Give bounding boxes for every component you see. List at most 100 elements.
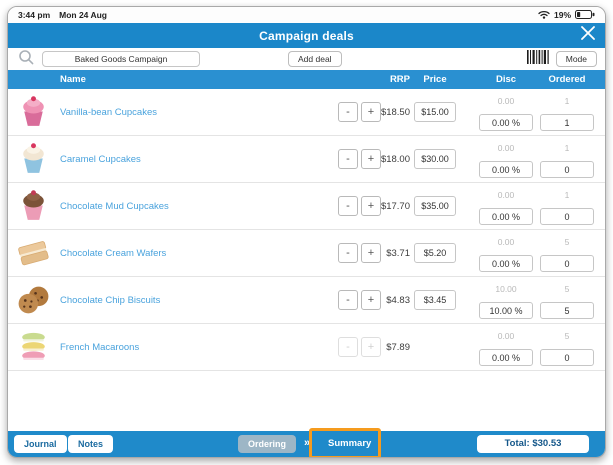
journal-button[interactable]: Journal bbox=[14, 435, 67, 453]
column-header-rrp: RRP bbox=[389, 74, 410, 85]
ordered-input[interactable] bbox=[540, 114, 594, 131]
ordered-input[interactable] bbox=[540, 161, 594, 178]
quantity-stepper: - + bbox=[338, 102, 381, 122]
disc-original-value: 0.00 bbox=[497, 96, 515, 106]
rrp-value: $18.00 bbox=[380, 154, 410, 165]
toolbar: Add deal Mode bbox=[8, 48, 605, 70]
ordered-input[interactable] bbox=[540, 208, 594, 225]
battery-icon bbox=[575, 9, 595, 21]
price-input[interactable] bbox=[414, 243, 456, 263]
ordered-original-value: 1 bbox=[564, 190, 570, 200]
status-bar: 3:44 pm Mon 24 Aug 19% bbox=[8, 7, 605, 23]
ordered-original-value: 5 bbox=[564, 331, 570, 341]
table-row: Chocolate Mud Cupcakes - + $17.70 0.00 1 bbox=[8, 183, 605, 230]
close-icon bbox=[580, 26, 595, 45]
decrease-button[interactable]: - bbox=[338, 102, 358, 122]
total-value: Total: $30.53 bbox=[477, 435, 589, 453]
tab-summary[interactable]: Summary bbox=[320, 435, 379, 453]
table-row: Chocolate Chip Biscuits - + $4.83 10.00 … bbox=[8, 277, 605, 324]
rrp-value: $3.71 bbox=[386, 248, 410, 259]
disc-original-value: 0.00 bbox=[497, 237, 515, 247]
ordered-input[interactable] bbox=[540, 255, 594, 272]
wifi-icon bbox=[538, 9, 550, 21]
column-header-ordered: Ordered bbox=[548, 74, 586, 85]
increase-button[interactable]: + bbox=[361, 243, 381, 263]
disc-input[interactable] bbox=[479, 255, 533, 272]
status-right: 19% bbox=[538, 9, 595, 21]
disc-input[interactable] bbox=[479, 114, 533, 131]
disc-input[interactable] bbox=[479, 349, 533, 366]
product-image-wafer bbox=[15, 235, 52, 272]
price-input[interactable] bbox=[414, 196, 456, 216]
increase-button[interactable]: + bbox=[361, 290, 381, 310]
toolbar-right: Mode bbox=[526, 49, 605, 69]
quantity-stepper: - + bbox=[338, 149, 381, 169]
search-icon[interactable] bbox=[18, 49, 34, 70]
tab-ordering[interactable]: Ordering bbox=[238, 435, 296, 453]
product-name[interactable]: Vanilla-bean Cupcakes bbox=[60, 107, 157, 118]
product-image-cupcake-chocolate bbox=[15, 188, 52, 225]
price-input[interactable] bbox=[414, 290, 456, 310]
table-header: Name RRP Price Disc Ordered bbox=[8, 70, 605, 89]
disc-original-value: 0.00 bbox=[497, 190, 515, 200]
page-title: Campaign deals bbox=[259, 28, 354, 43]
ordered-original-value: 5 bbox=[564, 284, 570, 294]
decrease-button[interactable]: - bbox=[338, 149, 358, 169]
quantity-stepper: - + bbox=[338, 243, 381, 263]
rrp-value: $17.70 bbox=[380, 201, 410, 212]
quantity-stepper: - + bbox=[338, 337, 381, 357]
decrease-button: - bbox=[338, 337, 358, 357]
column-header-name: Name bbox=[60, 74, 86, 85]
table-row: French Macaroons - + $7.89 0.00 5 bbox=[8, 324, 605, 371]
table-body: Vanilla-bean Cupcakes - + $18.50 0.00 1 … bbox=[8, 89, 605, 371]
decrease-button[interactable]: - bbox=[338, 196, 358, 216]
status-time: 3:44 pm bbox=[18, 10, 51, 20]
disc-original-value: 0.00 bbox=[497, 143, 515, 153]
campaign-name-input[interactable] bbox=[42, 51, 200, 67]
disc-original-value: 10.00 bbox=[495, 284, 517, 294]
product-name[interactable]: Chocolate Mud Cupcakes bbox=[60, 201, 169, 212]
rrp-value: $7.89 bbox=[386, 342, 410, 353]
notes-button[interactable]: Notes bbox=[68, 435, 114, 453]
footer-bar: Journal Notes Ordering » Summary Total: … bbox=[8, 428, 605, 457]
price-input[interactable] bbox=[414, 102, 456, 122]
product-image-cupcake-caramel bbox=[15, 141, 52, 178]
barcode-icon[interactable] bbox=[526, 49, 549, 69]
add-deal-button[interactable]: Add deal bbox=[288, 51, 342, 67]
mode-button[interactable]: Mode bbox=[555, 51, 597, 67]
disc-input[interactable] bbox=[479, 208, 533, 225]
increase-button[interactable]: + bbox=[361, 149, 381, 169]
ordered-input[interactable] bbox=[540, 302, 594, 319]
product-name[interactable]: Chocolate Chip Biscuits bbox=[60, 295, 161, 306]
increase-button[interactable]: + bbox=[361, 196, 381, 216]
disc-input[interactable] bbox=[479, 302, 533, 319]
status-left: 3:44 pm Mon 24 Aug bbox=[18, 10, 116, 20]
table-row: Vanilla-bean Cupcakes - + $18.50 0.00 1 bbox=[8, 89, 605, 136]
table-row: Chocolate Cream Wafers - + $3.71 0.00 5 bbox=[8, 230, 605, 277]
product-image-macaroon bbox=[15, 329, 52, 366]
table-row: Caramel Cupcakes - + $18.00 0.00 1 bbox=[8, 136, 605, 183]
price-input[interactable] bbox=[414, 149, 456, 169]
close-button[interactable] bbox=[578, 26, 597, 45]
status-date: Mon 24 Aug bbox=[59, 10, 107, 20]
column-header-disc: Disc bbox=[495, 74, 517, 85]
product-name[interactable]: French Macaroons bbox=[60, 342, 140, 353]
product-image-cupcake-pink bbox=[15, 94, 52, 131]
product-name[interactable]: Caramel Cupcakes bbox=[60, 154, 141, 165]
ordered-original-value: 1 bbox=[564, 143, 570, 153]
disc-input[interactable] bbox=[479, 161, 533, 178]
decrease-button[interactable]: - bbox=[338, 243, 358, 263]
ordered-original-value: 1 bbox=[564, 96, 570, 106]
ordered-original-value: 5 bbox=[564, 237, 570, 247]
column-header-price: Price bbox=[423, 74, 447, 85]
battery-percent: 19% bbox=[553, 10, 571, 20]
rrp-value: $18.50 bbox=[380, 107, 410, 118]
increase-button: + bbox=[361, 337, 381, 357]
decrease-button[interactable]: - bbox=[338, 290, 358, 310]
disc-original-value: 0.00 bbox=[497, 331, 515, 341]
ordered-input[interactable] bbox=[540, 349, 594, 366]
app-header: Campaign deals bbox=[8, 23, 605, 48]
app-window: 3:44 pm Mon 24 Aug 19% Campaign deals Add… bbox=[7, 6, 606, 458]
product-name[interactable]: Chocolate Cream Wafers bbox=[60, 248, 167, 259]
increase-button[interactable]: + bbox=[361, 102, 381, 122]
